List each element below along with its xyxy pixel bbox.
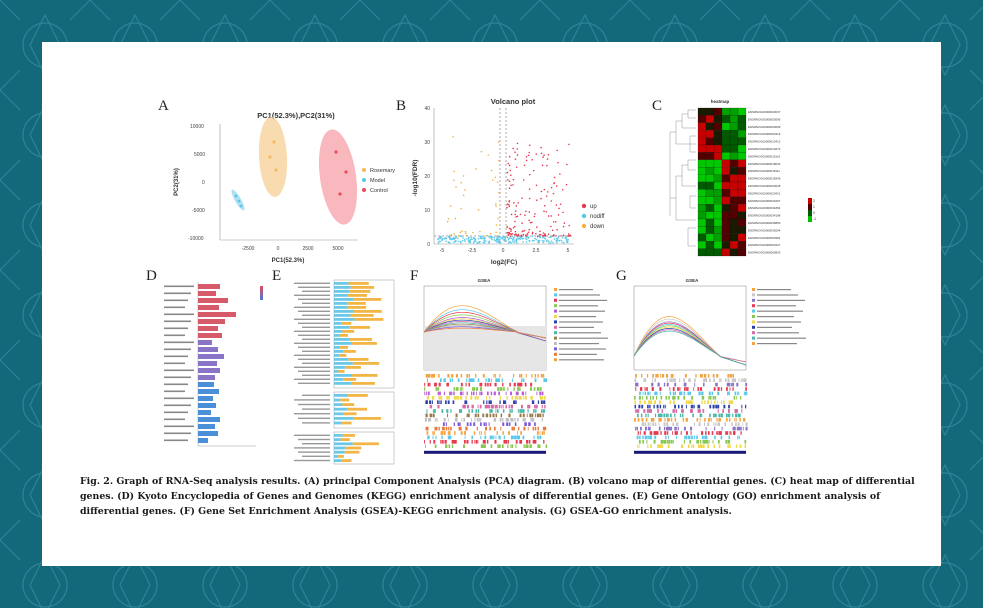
heatmap-gene-label: ENSRNOG00000030497	[748, 199, 781, 203]
heatmap-gene-label: ENSRNOG00000039294	[748, 228, 781, 232]
panel-g-letter: G	[616, 268, 627, 284]
volcano-xlabel: log2(FC)	[491, 259, 517, 266]
heatmap-gene-label: ENSRNOG00000018111	[748, 169, 780, 173]
pca-ylabel: PC2(31%)	[174, 168, 180, 196]
volcano-ylabel: -log10(FDR)	[412, 160, 419, 197]
pca-ytick: 0	[202, 180, 205, 186]
heatmap-gene-label: ENSRNOG00000003316	[748, 132, 781, 136]
heatmap-gene-label: ENSRNOG00000018032	[748, 162, 781, 166]
volcano-xtick: 2.5	[533, 248, 540, 254]
volcano-points	[437, 136, 572, 244]
heatmap-gene-label: ENSRNOG00000036890	[748, 221, 781, 225]
gsea-f-legend	[554, 288, 608, 362]
volcano-ytick: 30	[424, 140, 430, 146]
heatmap-gene-labels: ENSRNOG00000003037 ENSRNOG00000003096 ENSR…	[748, 110, 781, 255]
gsea-g-hit-stripes	[634, 374, 748, 454]
pca-ytick: 10000	[190, 124, 204, 130]
pca-ellipse-model	[231, 189, 245, 211]
heatmap-gene-label: ENSRNOG00000031894	[748, 206, 781, 210]
figure-card: A PC1(52.3%),PC2(31%) 10000 5000 0 -5000…	[42, 42, 941, 566]
panel-c-heatmap: heatmap ENSRNOG00000003037ENSRNOG0000000…	[669, 99, 816, 257]
caption-text: Graph of RNA-Seq analysis results. (A) p…	[80, 476, 915, 517]
pca-ytick: -10000	[188, 236, 204, 242]
heatmap-gene-label: ENSRNOG00000003037	[748, 110, 781, 114]
volcano-ytick: 40	[424, 106, 430, 112]
heatmap-scale-label: 2	[813, 199, 815, 203]
heatmap-gene-label: ENSRNOG00000060833	[748, 251, 781, 255]
heatmap-gene-label: ENSRNOG00000020421	[748, 191, 781, 195]
pca-legend-item: Rosemary	[370, 168, 395, 174]
gsea-f-hit-stripes	[424, 374, 548, 454]
panel-d-kegg-bars	[164, 282, 263, 447]
kegg-bar-group	[164, 284, 236, 443]
caption-label: Fig. 2.	[80, 476, 114, 487]
volcano-title: Volcano plot	[491, 97, 536, 106]
panel-b-letter: B	[396, 98, 407, 114]
gsea-g-curves	[633, 316, 747, 366]
heatmap-gene-label: ENSRNOG00000018346	[748, 177, 781, 181]
volcano-ytick: 10	[424, 208, 430, 214]
volcano-xtick: 0	[502, 248, 505, 254]
heatmap-title: heatmap	[711, 99, 730, 104]
heatmap-dendrogram	[669, 109, 696, 247]
pca-xtick: 0	[277, 246, 280, 252]
pca-title: PC1(52.3%),PC2(31%)	[257, 111, 335, 120]
heatmap-cells	[697, 107, 747, 257]
heatmap-scale-label: 1	[813, 205, 815, 209]
pca-ellipse-control	[318, 129, 358, 225]
panel-f-gsea-kegg: GSEA	[423, 278, 608, 454]
pca-xlabel: PC1(52.3%)	[272, 258, 305, 264]
pca-legend-item: Control	[370, 188, 388, 194]
panel-b-volcano-plot: Volcano plot 0 10 20 30 40 -5 -2.5 0 2.5…	[412, 97, 605, 266]
gsea-f-title: GSEA	[478, 278, 492, 283]
heatmap-gene-label: ENSRNOG00000034188	[748, 214, 781, 218]
panel-c-letter: C	[652, 98, 663, 114]
heatmap-gene-label: ENSRNOG00000053227	[748, 243, 781, 247]
pca-xtick: -2500	[242, 246, 255, 252]
go-bar-group	[294, 282, 384, 462]
volcano-ytick: 20	[424, 174, 430, 180]
pca-xtick: 2500	[302, 246, 313, 252]
panel-e-letter: E	[272, 268, 282, 284]
pca-ytick: 5000	[194, 152, 205, 158]
pca-ellipse-rosemary	[258, 117, 288, 197]
gsea-g-legend	[752, 288, 806, 345]
volcano-legend-item: nodiff	[590, 214, 605, 220]
heatmap-gene-label: ENSRNOG00000013412	[748, 140, 781, 144]
panel-a-pca-plot: PC1(52.3%),PC2(31%) 10000 5000 0 -5000 -…	[174, 111, 395, 264]
pca-legend-item: Model	[370, 178, 385, 184]
volcano-legend-item: up	[590, 204, 597, 210]
gsea-f-curves	[423, 305, 547, 342]
panel-d-letter: D	[146, 268, 157, 284]
heatmap-gene-label: ENSRNOG00000020028	[748, 184, 781, 188]
panel-a-letter: A	[158, 98, 169, 114]
pca-ytick: -5000	[192, 208, 205, 214]
volcano-xtick: 5	[567, 248, 570, 254]
heatmap-gene-label: ENSRNOG00000003096	[748, 117, 781, 121]
heatmap-scale-label: 0	[813, 211, 815, 215]
panel-g-gsea-go: GSEA	[633, 278, 806, 454]
volcano-xtick: -2.5	[468, 248, 477, 254]
figure-caption: Fig. 2. Graph of RNA-Seq analysis result…	[80, 474, 920, 519]
heatmap-gene-label: ENSRNOG00000052581	[748, 236, 781, 240]
heatmap-gene-label: ENSRNOG00000015161	[748, 154, 781, 158]
volcano-ytick: 0	[427, 242, 430, 248]
panel-e-go-bars	[294, 279, 395, 465]
volcano-xtick: -5	[440, 248, 445, 254]
gsea-g-title: GSEA	[686, 278, 700, 283]
volcano-legend-item: down	[590, 224, 604, 230]
heatmap-scale-label: -1	[813, 217, 816, 221]
heatmap-gene-label: ENSRNOG00000003099	[748, 125, 781, 129]
heatmap-gene-label: ENSRNOG00000014673	[748, 147, 781, 151]
panel-f-letter: F	[410, 268, 419, 284]
pca-xtick: 5000	[332, 246, 343, 252]
